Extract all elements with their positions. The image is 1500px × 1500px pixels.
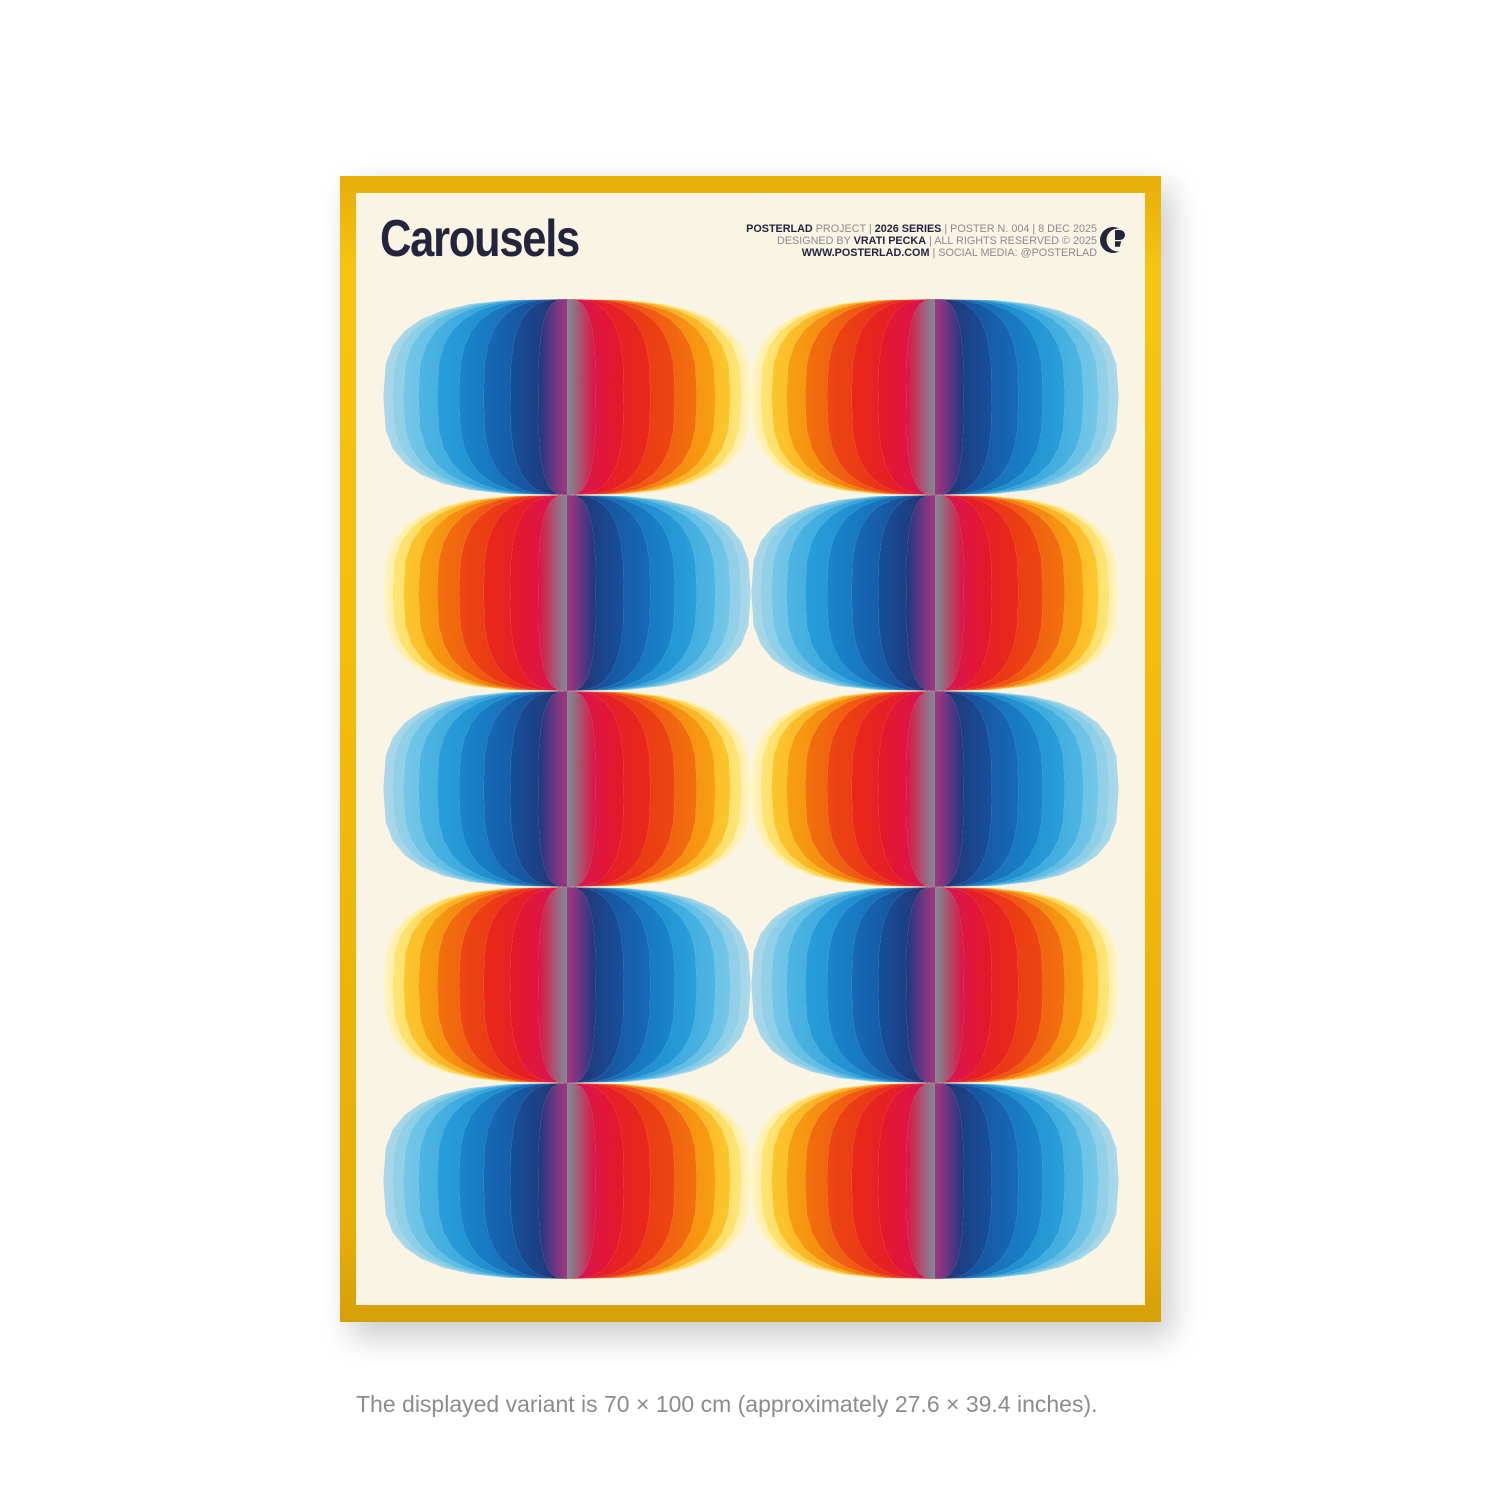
svg-text:WWW.POSTERLAD.COM | SOCIAL MED: WWW.POSTERLAD.COM | SOCIAL MEDIA: @POSTE… xyxy=(802,247,1098,259)
svg-text:POSTERLAD PROJECT | 2026 SERIE: POSTERLAD PROJECT | 2026 SERIES | POSTER… xyxy=(746,223,1097,235)
svg-text:The displayed variant is 70 ×: The displayed variant is 70 × 100 cm (ap… xyxy=(356,1391,1098,1417)
svg-text:Carousels: Carousels xyxy=(380,210,579,268)
svg-text:DESIGNED BY VRATI PECKA | ALL: DESIGNED BY VRATI PECKA | ALL RIGHTS RES… xyxy=(777,235,1097,247)
